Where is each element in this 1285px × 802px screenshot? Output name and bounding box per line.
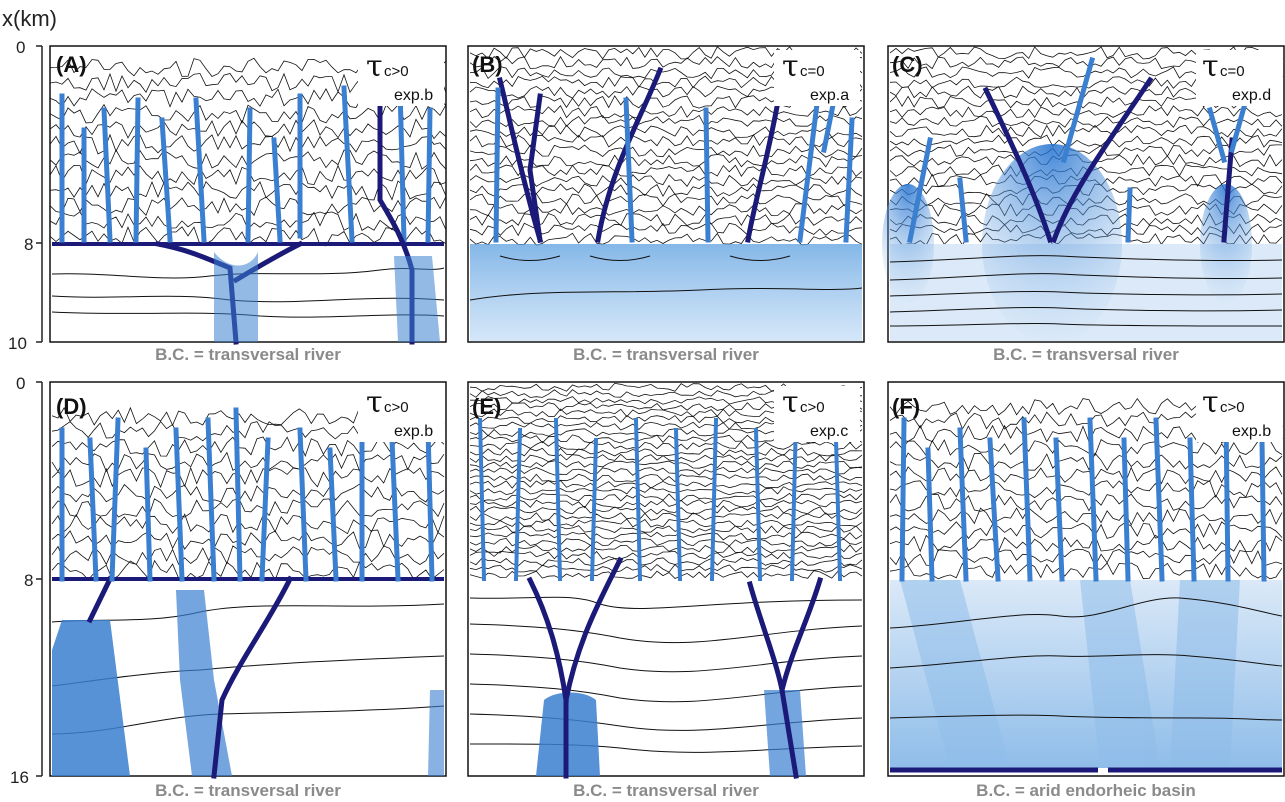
experiment-label: exp.c <box>810 423 848 440</box>
tick-label: 8 <box>24 235 33 254</box>
contour-line <box>469 518 863 528</box>
contour-line <box>51 545 445 566</box>
panel-c: (C) τ c=0 exp.d <box>882 45 1285 344</box>
tau-symbol: τ <box>1202 49 1219 84</box>
tau-subscript: c>0 <box>1220 399 1245 416</box>
tick-label: 10 <box>8 334 27 353</box>
tau-subscript: c>0 <box>800 399 825 416</box>
contour-line <box>889 466 1283 485</box>
contour-line <box>469 173 863 187</box>
contour-line <box>469 537 863 547</box>
contour-line <box>469 570 863 579</box>
panel-caption: B.C. = transversal river <box>573 781 759 800</box>
contour-line <box>469 557 863 567</box>
panel-e: (E) τ c>0 exp.c <box>467 381 865 779</box>
contour-line <box>469 525 863 534</box>
contour-line <box>469 486 863 496</box>
contour-line <box>469 480 863 489</box>
panel-letter: (E) <box>472 394 501 419</box>
panel-caption: B.C. = transversal river <box>155 781 341 800</box>
tau-subscript: c>0 <box>384 399 409 416</box>
contour-line <box>889 479 1283 499</box>
contour-line <box>889 144 1282 157</box>
contour-line <box>889 548 1283 567</box>
contour-line <box>889 493 1283 512</box>
panel-letter: (A) <box>56 52 87 77</box>
contour-line <box>51 559 445 581</box>
contour-line <box>469 505 863 515</box>
contour-line <box>889 95 1283 109</box>
contour-line <box>469 512 863 522</box>
panel-caption: B.C. = transversal river <box>993 345 1179 364</box>
bottom-axis: 0 8 16 <box>10 374 43 787</box>
experiment-label: exp.b <box>1232 423 1271 440</box>
contour-line <box>469 499 863 509</box>
contour-line <box>889 534 1283 553</box>
contour-line <box>889 115 1283 128</box>
tick-label: 0 <box>16 374 25 393</box>
contour-line <box>469 544 863 554</box>
panel-letter: (D) <box>56 394 87 419</box>
contour-line <box>889 507 1283 526</box>
tau-subscript: c=0 <box>800 63 825 80</box>
tick-label: 8 <box>24 571 33 590</box>
contour-line <box>469 144 863 158</box>
tau-symbol: τ <box>782 385 799 420</box>
experiment-label: exp.d <box>1232 87 1271 104</box>
contour-line <box>469 154 863 168</box>
panel-caption: B.C. = transversal river <box>573 345 759 364</box>
contour-line <box>889 521 1283 540</box>
top-axis: 0 8 10 <box>8 38 43 353</box>
contour-line <box>469 531 863 541</box>
panel-f: (F) τ c>0 exp.b <box>887 381 1285 777</box>
experiment-label: exp.b <box>394 87 433 104</box>
tick-label: 16 <box>10 768 29 787</box>
contour-line <box>51 529 445 550</box>
tau-subscript: c>0 <box>384 63 409 80</box>
tau-symbol: τ <box>1202 385 1219 420</box>
contour-line <box>469 492 863 502</box>
contour-line <box>469 473 863 483</box>
contour-line <box>469 163 863 177</box>
panel-a: (A) τ c>0 exp.b <box>49 45 447 345</box>
panel-caption: B.C. = arid endorheic basin <box>976 781 1196 800</box>
axis-label: x(km) <box>2 6 57 31</box>
tau-symbol: τ <box>366 49 383 84</box>
contour-line <box>469 550 863 560</box>
panel-d: (D) τ c>0 exp.b <box>49 381 447 779</box>
tau-symbol: τ <box>782 49 799 84</box>
panel-b: (B) τ c=0 exp.a <box>467 45 865 343</box>
panel-caption: B.C. = transversal river <box>155 345 341 364</box>
tick-label: 0 <box>16 38 25 57</box>
experiment-label: exp.b <box>394 423 433 440</box>
contour-line <box>51 513 445 535</box>
panel-letter: (C) <box>892 52 923 77</box>
contour-line <box>889 134 1283 148</box>
panel-letter: (F) <box>892 394 920 419</box>
contour-line <box>469 563 863 573</box>
contour-line <box>469 104 863 119</box>
tau-symbol: τ <box>366 385 383 420</box>
panel-letter: (B) <box>472 52 503 77</box>
contour-line <box>889 439 1283 457</box>
contour-line <box>889 452 1283 471</box>
tau-subscript: c=0 <box>1220 63 1245 80</box>
contour-line <box>469 232 863 246</box>
contour-line <box>51 498 445 518</box>
contour-line <box>889 105 1283 119</box>
experiment-label: exp.a <box>810 87 849 104</box>
contour-line <box>889 562 1283 580</box>
